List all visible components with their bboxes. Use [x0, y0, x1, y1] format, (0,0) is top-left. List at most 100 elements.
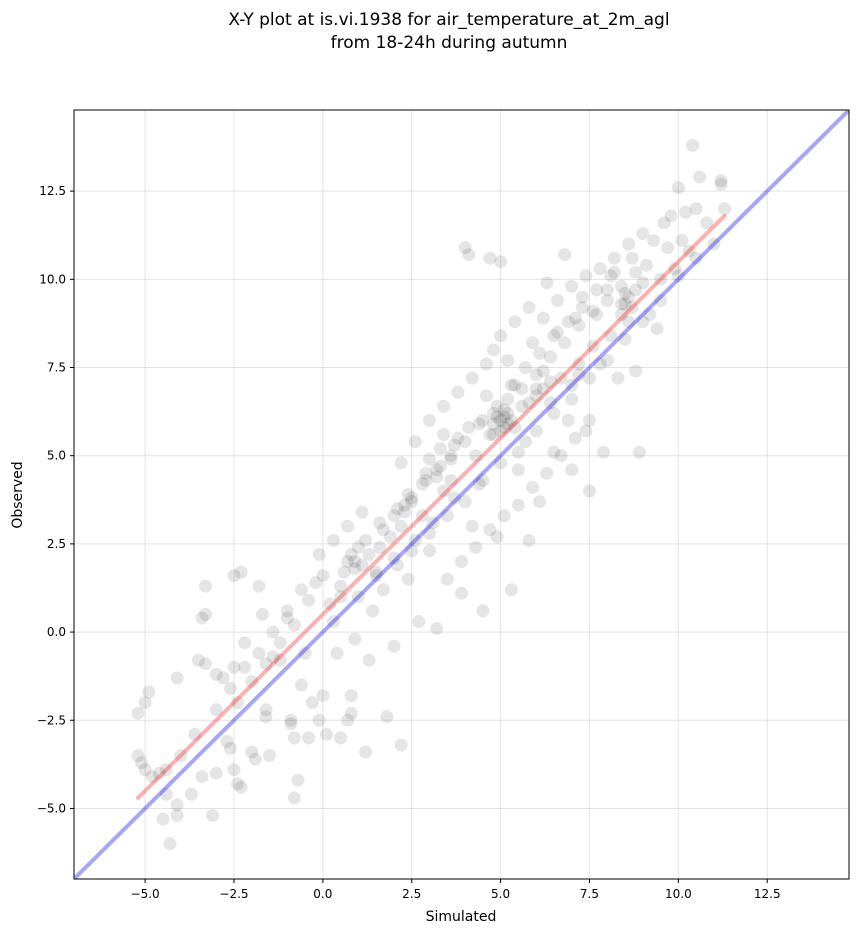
- scatter-point-186: [586, 304, 600, 318]
- scatter-point-249: [583, 413, 596, 427]
- scatter-point-273: [551, 294, 564, 307]
- scatter-point-305: [572, 357, 586, 371]
- scatter-point-152: [650, 322, 664, 336]
- scatter-point-235: [465, 371, 479, 385]
- scatter-point-10: [163, 837, 177, 851]
- scatter-point-278: [622, 237, 636, 251]
- y-tick-label-4: 5.0: [47, 449, 66, 463]
- y-tick-label-5: 7.5: [47, 361, 66, 375]
- scatter-point-299: [348, 555, 362, 568]
- x-axis-label: Simulated: [426, 909, 497, 925]
- scatter-point-230: [394, 456, 408, 470]
- scatter-point-289: [508, 421, 522, 434]
- scatter-point-72: [362, 653, 376, 667]
- x-tick-label-4: 5.0: [491, 887, 510, 901]
- scatter-point-64: [341, 555, 355, 568]
- scatter-point-0: [131, 749, 145, 762]
- scatter-point-306: [423, 452, 436, 466]
- scatter-point-296: [405, 495, 419, 509]
- scatter-point-155: [661, 241, 675, 255]
- scatter-point-62: [334, 731, 348, 745]
- scatter-point-86: [415, 509, 429, 523]
- scatter-point-202: [504, 378, 518, 392]
- scatter-point-17: [199, 657, 212, 671]
- scatter-point-190: [334, 579, 348, 593]
- scatter-point-8: [156, 812, 170, 826]
- scatter-point-123: [547, 445, 561, 459]
- scatter-point-187: [600, 294, 614, 307]
- scatter-point-199: [462, 421, 476, 434]
- scatter-point-308: [437, 428, 451, 441]
- scatter-point-216: [458, 495, 472, 509]
- scatter-point-124: [551, 325, 564, 339]
- scatter-point-139: [604, 329, 618, 343]
- scatter-point-28: [227, 763, 241, 777]
- scatter-point-189: [629, 265, 643, 279]
- scatter-point-209: [604, 269, 618, 283]
- scatter-point-138: [600, 283, 614, 297]
- scatter-point-252: [355, 505, 369, 519]
- scatter-point-46: [287, 731, 301, 745]
- scatter-point-53: [309, 576, 323, 590]
- scatter-point-75: [373, 540, 387, 554]
- scatter-point-116: [522, 533, 536, 547]
- scatter-point-4: [138, 696, 152, 710]
- scatter-point-295: [398, 505, 412, 519]
- scatter-point-106: [487, 428, 500, 441]
- scatter-point-96: [451, 431, 465, 445]
- scatter-point-271: [501, 354, 515, 367]
- scatter-point-134: [586, 339, 600, 353]
- scatter-point-115: [519, 435, 532, 449]
- scatter-point-197: [433, 459, 447, 473]
- scatter-point-125: [554, 371, 568, 385]
- scatter-point-83: [401, 572, 415, 586]
- scatter-point-37: [255, 607, 269, 621]
- scatter-point-298: [344, 548, 358, 561]
- scatter-point-174: [415, 477, 429, 491]
- scatter-point-144: [622, 315, 636, 329]
- scatter-point-140: [607, 265, 621, 279]
- scatter-point-229: [689, 251, 703, 265]
- scatter-point-95: [447, 491, 461, 505]
- scatter-point-11: [170, 798, 184, 812]
- scatter-point-114: [515, 399, 529, 413]
- scatter-point-191: [348, 562, 362, 576]
- scatter-point-132: [579, 424, 593, 438]
- x-tick-label-5: 7.5: [580, 887, 599, 901]
- scatter-point-90: [430, 622, 444, 635]
- grid: [74, 110, 849, 879]
- scatter-point-196: [419, 473, 433, 487]
- scatter-point-242: [483, 523, 497, 537]
- scatter-point-3: [142, 685, 156, 699]
- scatter-point-303: [543, 375, 557, 389]
- scatter-point-104: [479, 389, 493, 403]
- scatter-point-31: [234, 565, 248, 579]
- scatter-point-59: [327, 615, 340, 628]
- scatter-point-66: [344, 706, 358, 720]
- scatter-point-54: [312, 548, 326, 561]
- scatter-point-49: [295, 678, 308, 692]
- scatter-point-89: [426, 516, 440, 530]
- scatter-point-291: [622, 290, 636, 304]
- scatter-point-227: [654, 294, 668, 307]
- scatter-point-205: [547, 329, 561, 343]
- scatter-point-21: [206, 809, 220, 822]
- scatter-point-157: [668, 262, 682, 276]
- scatter-point-150: [643, 308, 657, 322]
- chart-title-line2: from 18-24h during autumn: [331, 33, 568, 53]
- scatter-point-219: [511, 445, 525, 459]
- scatter-point-234: [451, 385, 465, 399]
- scatter-point-65: [341, 713, 355, 727]
- scatter-point-213: [405, 544, 419, 558]
- scatter-point-293: [615, 308, 628, 322]
- scatter-point-170: [359, 533, 372, 547]
- scatter-point-177: [458, 435, 472, 449]
- scatter-point-107: [490, 530, 504, 544]
- scatter-point-92: [437, 484, 451, 498]
- scatter-point-178: [472, 417, 486, 431]
- scatter-point-204: [533, 346, 547, 360]
- scatter-point-39: [259, 710, 273, 724]
- scatter-point-56: [319, 727, 333, 741]
- scatter-point-277: [607, 251, 621, 265]
- scatter-point-159: [675, 234, 689, 247]
